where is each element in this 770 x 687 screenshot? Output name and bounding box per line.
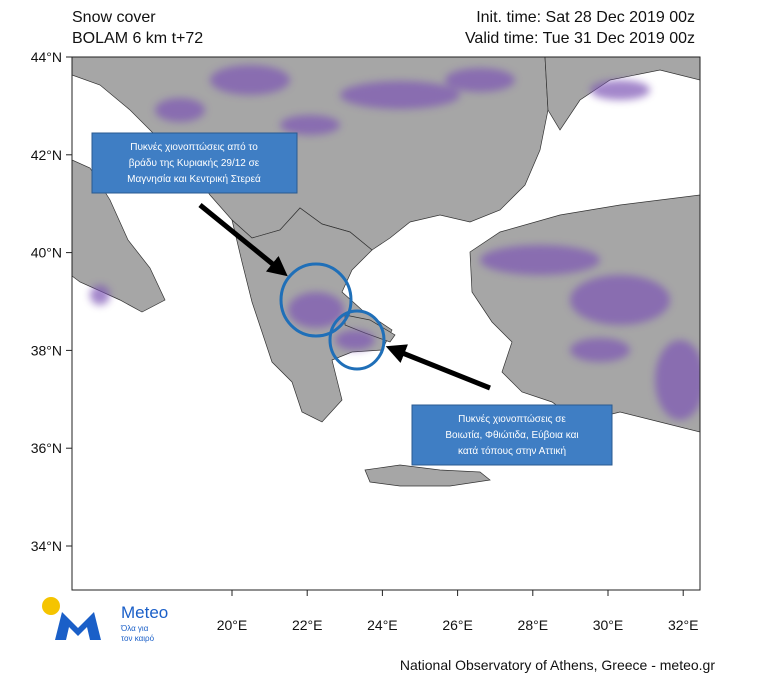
logo-tagline: τον καιρό bbox=[121, 634, 155, 643]
snow-patch bbox=[445, 68, 515, 92]
lon-label: 22°E bbox=[292, 617, 323, 633]
snow-patch bbox=[288, 292, 344, 328]
map-area bbox=[72, 57, 700, 590]
black-sea-coast bbox=[544, 57, 700, 131]
snow-patch bbox=[590, 80, 650, 100]
snow-patch bbox=[90, 285, 110, 305]
logo-tagline: Όλα για bbox=[120, 624, 149, 633]
snow-patch bbox=[340, 81, 460, 109]
snow-patch bbox=[210, 65, 290, 95]
lon-label: 30°E bbox=[593, 617, 624, 633]
map-frame bbox=[71, 56, 701, 591]
annotation-line: Βοιωτία, Φθιώτιδα, Εύβοια και bbox=[445, 429, 578, 441]
highlight-circle bbox=[328, 309, 386, 371]
logo-sun bbox=[42, 597, 60, 615]
init-time: Init. time: Sat 28 Dec 2019 00z bbox=[476, 9, 695, 26]
annotation-line: Μαγνησία και Κεντρική Στερεά bbox=[127, 173, 261, 185]
annotation-line: Πυκνές χιονοπτώσεις σε bbox=[458, 413, 566, 425]
annotation-line: βράδυ της Κυριακής 29/12 σε bbox=[129, 157, 260, 169]
logo-name: Meteo bbox=[121, 603, 168, 622]
lon-label: 28°E bbox=[518, 617, 549, 633]
snow-patch bbox=[280, 115, 340, 135]
arrow bbox=[198, 203, 288, 277]
lat-label: 42°N bbox=[31, 147, 62, 163]
lat-label: 36°N bbox=[31, 440, 62, 456]
footer: National Observatory of Athens, Greece -… bbox=[400, 657, 715, 673]
crete bbox=[364, 464, 491, 487]
logo-mark bbox=[55, 612, 101, 640]
snow-patch bbox=[570, 275, 670, 325]
lat-label: 44°N bbox=[31, 49, 62, 65]
lon-label: 26°E bbox=[442, 617, 473, 633]
highlight-circle bbox=[279, 262, 353, 338]
lat-label: 38°N bbox=[31, 342, 62, 358]
lat-label: 40°N bbox=[31, 245, 62, 261]
lat-label: 34°N bbox=[31, 538, 62, 554]
model: BOLAM 6 km t+72 bbox=[72, 30, 203, 47]
annotation-box: Πυκνές χιονοπτώσεις σε Βοιωτία, Φθιώτιδα… bbox=[411, 404, 613, 466]
title: Snow cover bbox=[72, 9, 156, 26]
graticule-labels: 44°N 42°N 40°N 38°N 36°N 34°N 20°E 22°E 24°E 26°E… bbox=[31, 49, 699, 633]
annotation-bg bbox=[91, 132, 298, 194]
logo: Meteo Όλα για τον καιρό bbox=[42, 597, 168, 643]
snow-patch bbox=[155, 98, 205, 122]
annotation-line: Πυκνές χιονοπτώσεις από το bbox=[130, 141, 258, 153]
annotation-bg bbox=[411, 404, 613, 466]
snow-patch bbox=[480, 245, 600, 275]
italy bbox=[72, 159, 166, 313]
lon-label: 24°E bbox=[367, 617, 398, 633]
snow-cover bbox=[90, 65, 700, 420]
annotation-box: Πυκνές χιονοπτώσεις από το βράδυ της Κυρ… bbox=[91, 132, 298, 194]
valid-time: Valid time: Tue 31 Dec 2019 00z bbox=[465, 30, 695, 47]
arrow bbox=[385, 344, 491, 391]
snow-patch bbox=[335, 330, 375, 350]
lon-label: 32°E bbox=[668, 617, 699, 633]
annotation-line: κατά τόπους στην Αττική bbox=[458, 445, 566, 457]
snow-patch bbox=[655, 340, 700, 420]
lon-label: 20°E bbox=[217, 617, 248, 633]
snow-patch bbox=[570, 338, 630, 362]
